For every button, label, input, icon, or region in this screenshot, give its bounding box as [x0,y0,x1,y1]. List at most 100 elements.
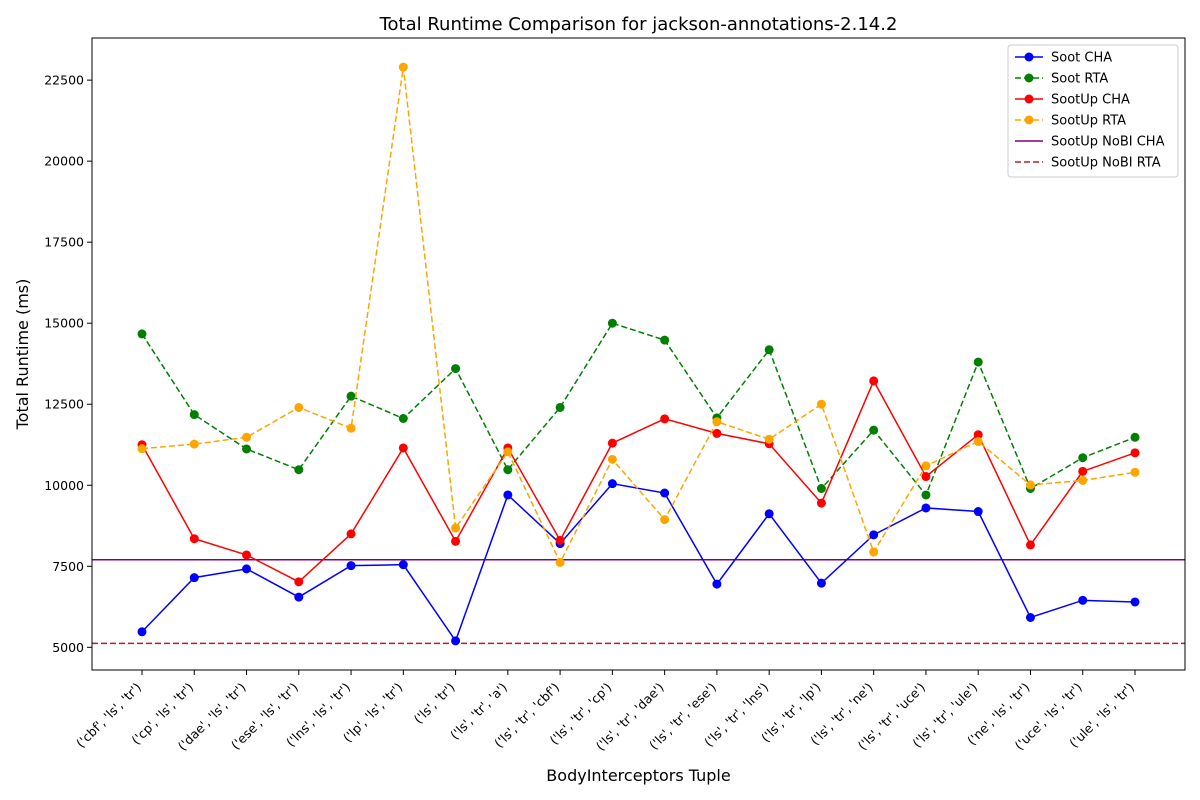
data-point [712,428,722,438]
plot-frame [91,37,1186,671]
data-point [346,529,356,539]
legend-marker [1024,115,1034,125]
data-point [1078,466,1088,476]
data-point [451,364,461,374]
legend-label: SootUp NoBI RTA [1051,156,1161,171]
y-axis-ticks: 5000 7500 10000 12500 15000 17500 20000 22500 [44,73,92,655]
chart-title: Total Runtime Comparison for jackson-ann… [379,14,898,35]
data-point [451,523,461,533]
data-point [973,437,983,447]
data-point [1130,448,1140,458]
y-axis-title: Total Runtime (ms) [13,279,32,431]
data-point [816,484,826,494]
data-point [921,461,931,471]
data-point [555,402,565,412]
data-point [189,439,199,449]
data-point [451,536,461,546]
data-point [189,573,199,583]
x-axis-title: BodyInterceptors Tuple [546,766,730,785]
data-point [398,443,408,453]
data-point [294,465,304,475]
data-point [346,391,356,401]
data-point [503,447,513,457]
data-point [503,490,513,500]
data-point [294,402,304,412]
legend-label: SootUp CHA [1051,93,1130,108]
data-point [869,547,879,557]
data-point [921,490,931,500]
data-point [816,498,826,508]
data-point [1130,467,1140,477]
legend-marker [1024,94,1034,104]
data-point [921,472,931,482]
legend-box [1007,44,1179,178]
data-point [973,507,983,517]
data-point [555,535,565,545]
y-tick-label: 17500 [44,235,84,250]
data-point [660,488,670,498]
data-point [764,509,774,519]
series-1 [137,318,1140,500]
data-point [503,465,513,475]
y-tick-label: 5000 [52,640,84,655]
data-point [189,534,199,544]
data-point [137,329,147,339]
series-line [141,322,1136,497]
legend-marker [1024,73,1034,83]
data-point [1078,475,1088,485]
data-point [607,438,617,448]
data-point [764,345,774,355]
data-point [294,592,304,602]
series-line [141,482,1136,643]
legend: Soot CHA Soot RTA SootUp CHA SootUp RTA Soot… [1007,44,1179,178]
legend-label: Soot RTA [1051,72,1108,87]
legend-label: SootUp NoBI CHA [1051,135,1165,150]
series-0 [137,479,1140,646]
data-point [294,577,304,587]
data-point [346,423,356,433]
legend-label: Soot CHA [1051,51,1112,66]
data-point [1025,540,1035,550]
data-point [660,414,670,424]
y-tick-label: 10000 [44,478,84,493]
data-point [712,417,722,427]
y-tick-label: 7500 [52,559,84,574]
data-point [607,479,617,489]
data-point [398,62,408,72]
data-point [1130,597,1140,607]
x-tick-label: ('ls', 'tr') [411,680,458,727]
plot-area [92,62,1185,646]
data-point [1130,432,1140,442]
data-point [816,578,826,588]
data-point [607,454,617,464]
data-point [869,530,879,540]
data-point [242,432,252,442]
data-point [973,430,983,440]
data-point [973,357,983,367]
data-point [607,318,617,328]
data-point [1078,453,1088,463]
data-point [1025,480,1035,490]
data-point [555,557,565,567]
data-point [869,425,879,435]
data-point [137,444,147,454]
data-point [242,444,252,454]
data-point [346,561,356,571]
x-axis-ticks: ('cbf', 'ls', 'tr')('cp', 'ls', 'tr')('d… [73,670,1137,753]
data-point [137,627,147,637]
series-2 [137,376,1140,587]
data-point [712,579,722,589]
data-point [660,335,670,345]
data-point [869,376,879,386]
data-point [1078,595,1088,605]
data-point [189,410,199,420]
data-point [398,413,408,423]
data-point [816,399,826,409]
data-point [398,560,408,570]
data-point [242,564,252,574]
y-tick-label: 22500 [44,73,84,88]
legend-label: SootUp RTA [1051,114,1126,129]
data-point [764,434,774,444]
data-point [1025,612,1035,622]
